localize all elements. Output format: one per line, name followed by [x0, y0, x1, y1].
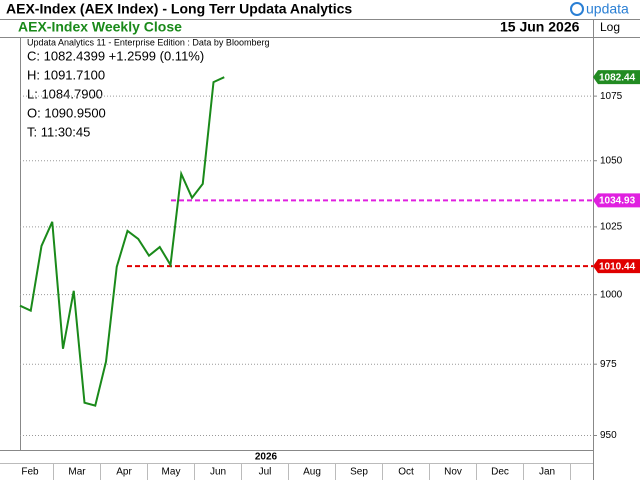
series-name: AEX-Index Weekly Close: [18, 19, 182, 35]
x-tick-label: Sep: [350, 467, 368, 478]
y-tick-label: 1025: [600, 222, 623, 233]
x-tick-label: Dec: [491, 467, 509, 478]
value-tag: [593, 193, 640, 208]
value-tag: [593, 70, 640, 85]
readout: T: 11:30:45: [27, 124, 90, 139]
x-axis-label: 2026: [255, 452, 278, 463]
readout: L: 1084.7900: [27, 86, 103, 101]
x-tick-label: Aug: [303, 467, 321, 478]
x-tick-label: May: [162, 467, 181, 478]
date: 15 Jun 2026: [500, 19, 580, 35]
plot: C: 1082.4399 +1.2599 (0.11%) H: 1091.7100…: [19, 48, 640, 480]
brand-icon: [570, 2, 584, 16]
x-tick-label: Apr: [116, 467, 132, 478]
readout: H: 1091.7100: [27, 67, 105, 82]
value-tag: [593, 259, 640, 274]
y-tick-label: 1050: [600, 155, 623, 166]
x-tick-label: Jan: [539, 467, 555, 478]
value-tag-label: 1034.93: [599, 196, 636, 207]
x-tick-label: Nov: [444, 467, 462, 478]
value-tag-label: 1082.44: [599, 72, 636, 83]
x-tick-label: Feb: [21, 467, 39, 478]
x-tick-label: Jun: [210, 467, 226, 478]
y-tick-label: 1075: [600, 91, 623, 102]
x-tick-label: Jul: [259, 467, 272, 478]
x-tick-label: Oct: [398, 467, 414, 478]
value-tag-label: 1010.44: [599, 261, 636, 272]
y-tick-label: 950: [600, 430, 617, 441]
series-line: [19, 76, 225, 407]
readout: C: 1082.4399 +1.2599 (0.11%): [27, 48, 204, 63]
x-tick-label: Mar: [68, 467, 86, 478]
readout: O: 1090.9500: [27, 105, 106, 120]
scale-label: Log: [600, 20, 620, 34]
chart-title: AEX-Index (AEX Index) - Long Terr Updata…: [6, 1, 352, 17]
source: Updata Analytics 11 - Enterprise Edition…: [27, 37, 269, 47]
brand: updata: [586, 1, 629, 17]
y-tick-label: 975: [600, 359, 617, 370]
y-tick-label: 1000: [600, 289, 623, 300]
